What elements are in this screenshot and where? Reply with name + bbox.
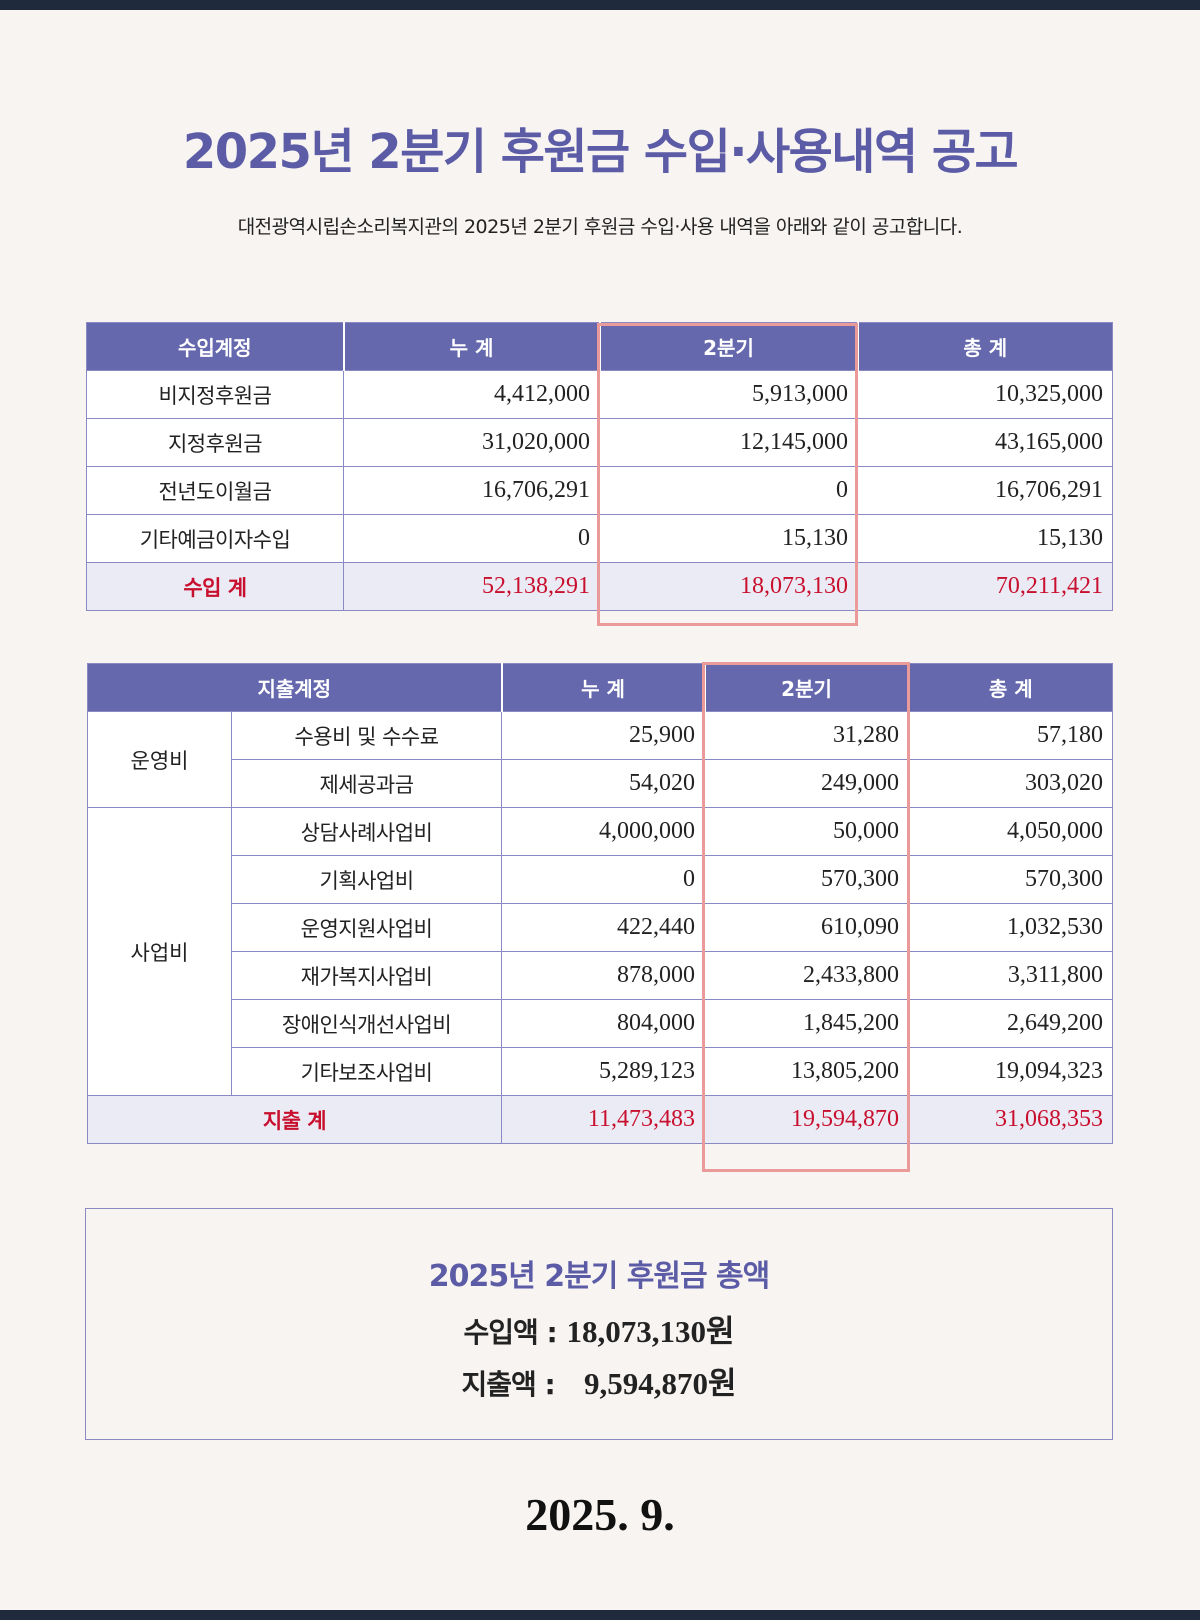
row-label: 운영지원사업비 [230,903,503,952]
total-cell: 15,130 [857,514,1113,563]
summary-income-line: 수입액 : 18,073,130원 [86,1306,1112,1351]
expense-total-q2: 19,594,870 [704,1095,910,1144]
row-label: 상담사례사업비 [230,807,503,856]
table-row: 기획사업비 0 570,300 570,300 [88,855,1114,904]
summary-box: 2025년 2분기 후원금 총액 수입액 : 18,073,130원 지출액 :… [85,1208,1113,1440]
intro-text: 대전광역시립손소리복지관의 2025년 2분기 후원금 수입·사용 내역을 아래… [237,216,963,238]
table-row: 재가복지사업비 878,000 2,433,800 3,311,800 [88,951,1114,1000]
q2-cell: 5,913,000 [599,370,858,419]
notice-date: 2025. 9. [525,1489,675,1540]
summary-income-label: 수입액 : [463,1316,557,1349]
expense-total-cumulative: 11,473,483 [501,1095,706,1144]
q2-cell: 249,000 [704,759,910,808]
total-cell: 57,180 [908,711,1114,760]
total-cell: 43,165,000 [857,418,1113,467]
income-total-q2: 18,073,130 [599,562,858,611]
group-label-business: 사업비 [87,807,232,1096]
total-cell: 4,050,000 [908,807,1114,856]
row-label: 수용비 및 수수료 [230,711,503,760]
cumulative-cell: 422,440 [501,903,706,952]
total-cell: 2,649,200 [908,999,1114,1048]
expense-total-row: 지출 계 11,473,483 19,594,870 31,068,353 [86,1095,1114,1144]
row-label: 전년도이월금 [86,466,344,515]
cumulative-cell: 25,900 [501,711,706,760]
q2-cell: 15,130 [599,514,858,563]
cumulative-cell: 54,020 [501,759,706,808]
income-table: 수입계정 누 계 2분기 총 계 비지정후원금 4,412,000 5,913,… [86,322,1113,611]
income-header-row: 수입계정 누 계 2분기 총 계 [86,322,1113,371]
row-label: 제세공과금 [230,759,503,808]
group-label-operating: 운영비 [87,711,232,808]
cumulative-cell: 5,289,123 [501,1047,706,1096]
income-total-cumulative: 52,138,291 [343,562,600,611]
summary-expense-label: 지출액 : [461,1368,555,1401]
table-row: 전년도이월금 16,706,291 0 16,706,291 [86,466,1113,515]
cumulative-cell: 0 [343,514,600,563]
row-label: 장애인식개선사업비 [230,999,503,1048]
income-total-row: 수입 계 52,138,291 18,073,130 70,211,421 [86,562,1113,611]
bottom-border-bar [0,1610,1200,1620]
row-label: 재가복지사업비 [230,951,503,1000]
total-cell: 19,094,323 [908,1047,1114,1096]
expense-total-label: 지출 계 [86,1095,503,1144]
expense-header-row: 지출계정 누 계 2분기 총 계 [86,663,1114,712]
total-cell: 570,300 [908,855,1114,904]
income-header-total: 총 계 [857,322,1113,371]
row-label: 기타보조사업비 [230,1047,503,1096]
income-header-cumulative: 누 계 [343,322,601,371]
q2-cell: 570,300 [704,855,910,904]
cumulative-cell: 0 [501,855,706,904]
income-header-q2: 2분기 [599,322,859,371]
table-row: 비지정후원금 4,412,000 5,913,000 10,325,000 [86,370,1113,419]
expense-header-cumulative: 누 계 [501,663,706,712]
cumulative-cell: 878,000 [501,951,706,1000]
table-row: 운영비 수용비 및 수수료 25,900 31,280 57,180 [87,711,1114,808]
expense-header-account: 지출계정 [86,663,503,712]
table-row: 사업비 상담사례사업비 4,000,000 50,000 4,050,000 [87,807,1114,1096]
q2-cell: 50,000 [704,807,910,856]
income-total-total: 70,211,421 [857,562,1113,611]
table-row: 운영지원사업비 422,440 610,090 1,032,530 [88,903,1114,952]
total-cell: 16,706,291 [857,466,1113,515]
table-row: 기타보조사업비 5,289,123 13,805,200 19,094,323 [88,1047,1114,1096]
top-border-bar [0,0,1200,10]
expense-header-total: 총 계 [908,663,1114,712]
q2-cell: 13,805,200 [704,1047,910,1096]
income-total-label: 수입 계 [86,562,344,611]
q2-cell: 31,280 [704,711,910,760]
q2-cell: 2,433,800 [704,951,910,1000]
summary-expense-line: 지출액 : 9,594,870원 [86,1358,1112,1403]
cumulative-cell: 4,412,000 [343,370,600,419]
summary-income-value: 18,073,130원 [566,1314,735,1349]
table-row: 장애인식개선사업비 804,000 1,845,200 2,649,200 [88,999,1114,1048]
cumulative-cell: 804,000 [501,999,706,1048]
total-cell: 303,020 [908,759,1114,808]
table-row: 제세공과금 54,020 249,000 303,020 [88,759,1114,808]
expense-total-total: 31,068,353 [908,1095,1114,1144]
q2-cell: 1,845,200 [704,999,910,1048]
q2-cell: 0 [599,466,858,515]
cumulative-cell: 16,706,291 [343,466,600,515]
table-row: 지정후원금 31,020,000 12,145,000 43,165,000 [86,418,1113,467]
row-label: 기획사업비 [230,855,503,904]
total-cell: 3,311,800 [908,951,1114,1000]
row-label: 기타예금이자수입 [86,514,344,563]
summary-title: 2025년 2분기 후원금 총액 [428,1259,771,1294]
total-cell: 10,325,000 [857,370,1113,419]
expense-table: 지출계정 누 계 2분기 총 계 운영비 수용비 및 수수료 25,900 31… [86,663,1114,1144]
table-row: 기타예금이자수입 0 15,130 15,130 [86,514,1113,563]
total-cell: 1,032,530 [908,903,1114,952]
summary-expense-value: 9,594,870원 [583,1366,737,1401]
cumulative-cell: 31,020,000 [343,418,600,467]
expense-header-q2: 2분기 [704,663,910,712]
row-label: 비지정후원금 [86,370,344,419]
page-title: 2025년 2분기 후원금 수입·사용내역 공고 [182,124,1019,180]
cumulative-cell: 4,000,000 [501,807,706,856]
income-header-account: 수입계정 [86,322,345,371]
row-label: 지정후원금 [86,418,344,467]
q2-cell: 12,145,000 [599,418,858,467]
q2-cell: 610,090 [704,903,910,952]
